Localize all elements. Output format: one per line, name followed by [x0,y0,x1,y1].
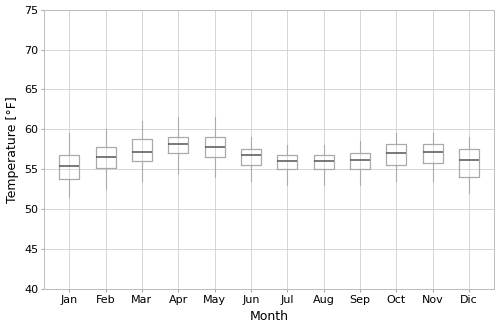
X-axis label: Month: Month [250,311,288,323]
Y-axis label: Temperature [°F]: Temperature [°F] [6,96,18,203]
